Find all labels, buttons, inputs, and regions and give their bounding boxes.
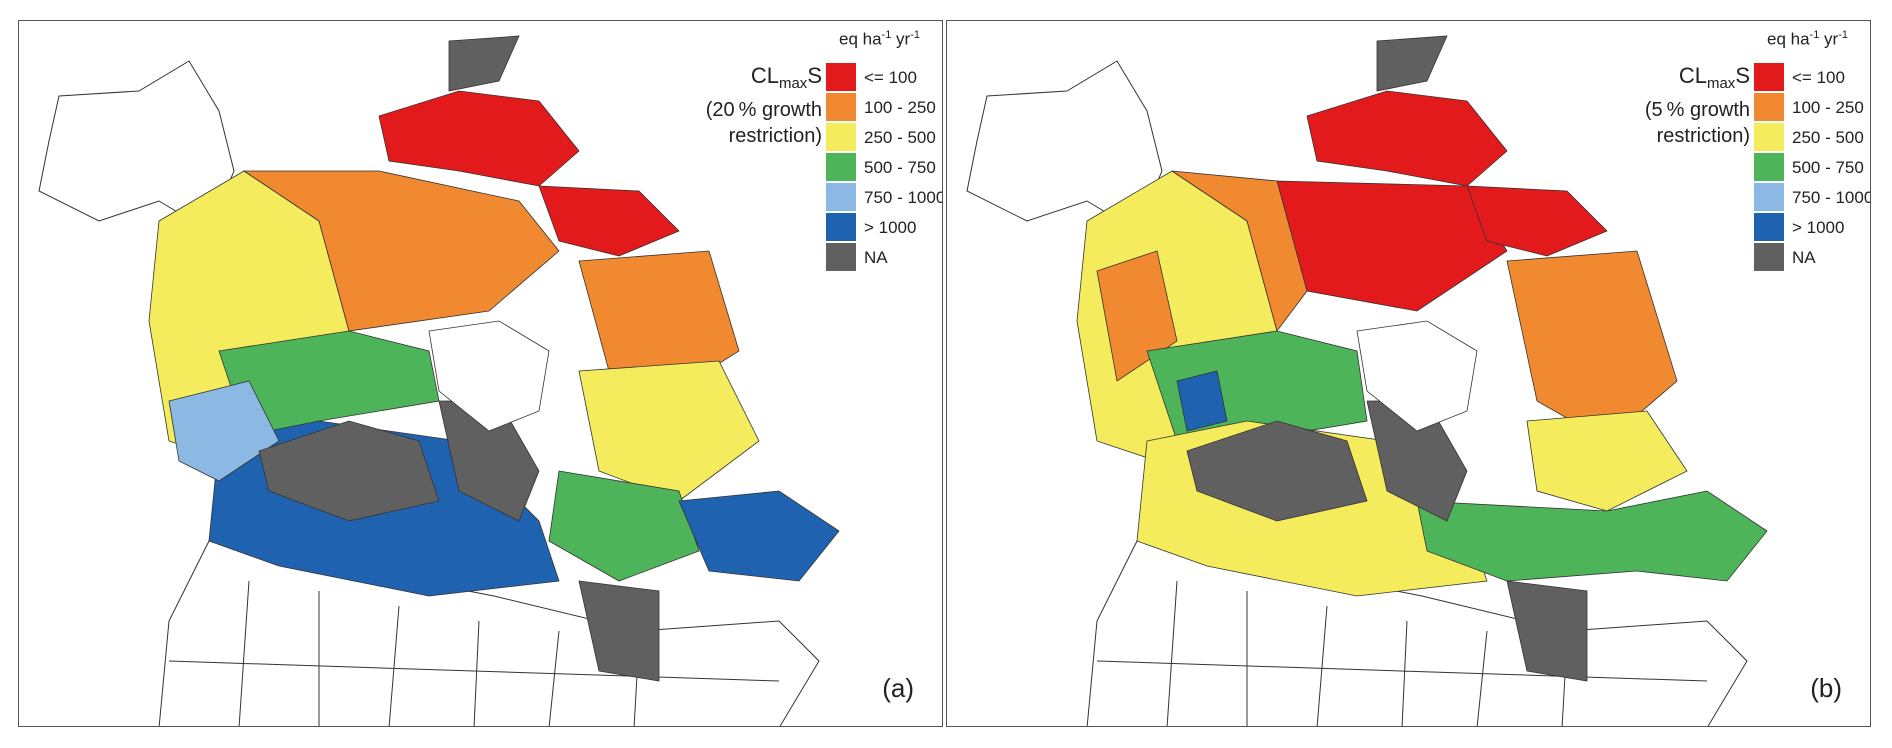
legend-class: 100 - 250 (826, 93, 936, 123)
region-great-lakes-na (578, 580, 660, 682)
legend-class-label: > 1000 (864, 218, 917, 237)
legend-class: 500 - 750 (1754, 153, 1864, 183)
legend-unit: eq ha-1 yr-1 (1767, 29, 1848, 49)
legend-class: 750 - 1000 (826, 183, 942, 213)
legend-swatch (826, 63, 856, 91)
legend-b: eq ha-1 yr-1 CLmaxS (5 % growth restrict… (1570, 21, 1870, 281)
legend-classes-b: <= 100 100 - 250 250 - 500 500 - 750 750… (1754, 63, 1870, 273)
restriction-line-1: (20 % growth (705, 99, 822, 121)
map-panel-a: eq ha-1 yr-1 CLmaxS (20 % growth restric… (18, 20, 943, 727)
legend-classes-a: <= 100 100 - 250 250 - 500 500 - 750 750… (826, 63, 942, 273)
region-great-lakes-na (1506, 580, 1588, 682)
legend-swatch (826, 153, 856, 181)
legend-swatch (826, 93, 856, 121)
region-arctic-archipelago (1306, 90, 1508, 187)
legend-class-label: 500 - 750 (864, 158, 936, 177)
legend-swatch (826, 213, 856, 241)
panel-label-b: (b) (1810, 673, 1842, 703)
region-north (1171, 170, 1308, 332)
legend-swatch (826, 243, 856, 271)
legend-class-label: 500 - 750 (1792, 158, 1864, 177)
canada-fill-b (1076, 35, 1768, 682)
legend-class: 250 - 500 (826, 123, 936, 153)
legend-class: NA (826, 243, 930, 273)
legend-unit: eq ha-1 yr-1 (839, 29, 920, 49)
region-quebec-orange (1506, 250, 1678, 442)
legend-variable-title: CLmaxS (20 % growth restriction) (705, 63, 822, 147)
legend-class-label: 250 - 500 (1792, 128, 1864, 147)
region-quebec-yellow (578, 360, 760, 502)
legend-swatch (1754, 243, 1784, 271)
legend-class-label: <= 100 (864, 68, 917, 87)
legend-class-label: 100 - 250 (864, 98, 936, 117)
region-maritimes-blue (678, 490, 840, 582)
region-greenland-na (1376, 35, 1448, 92)
legend-swatch (826, 183, 856, 211)
legend-swatch (1754, 63, 1784, 91)
region-arctic-east (538, 185, 680, 257)
legend-variable-title: CLmaxS (5 % growth restriction) (1644, 63, 1750, 147)
restriction-line-2: restriction) (1656, 125, 1750, 147)
legend-class: NA (1754, 243, 1858, 273)
region-arctic-archipelago (378, 90, 580, 187)
legend-class-label: <= 100 (1792, 68, 1845, 87)
legend-class-label: 750 - 1000 (864, 188, 943, 207)
state-lines (168, 580, 780, 726)
hudson-bay (428, 320, 550, 432)
legend-class: > 1000 (1754, 213, 1858, 243)
legend-swatch (1754, 153, 1784, 181)
legend-class-label: 750 - 1000 (1792, 188, 1871, 207)
region-blue-pocket (1176, 370, 1228, 432)
legend-class-label: NA (864, 248, 888, 267)
panel-label-a: (a) (882, 673, 914, 703)
region-prairie-na (1186, 420, 1368, 522)
legend-a: eq ha-1 yr-1 CLmaxS (20 % growth restric… (642, 21, 942, 281)
map-canvas-b (966, 35, 1768, 726)
legend-swatch (1754, 213, 1784, 241)
state-lines (1096, 580, 1708, 726)
restriction-line-1: (5 % growth (1644, 99, 1750, 121)
map-panel-b: eq ha-1 yr-1 CLmaxS (5 % growth restrict… (946, 20, 1871, 727)
region-arctic-east (1466, 185, 1608, 257)
region-west-orange (1096, 250, 1178, 382)
legend-swatch (1754, 183, 1784, 211)
map-canvas-a (38, 35, 840, 726)
legend-class: <= 100 (1754, 63, 1858, 93)
legend-class: 500 - 750 (826, 153, 936, 183)
legend-class: 250 - 500 (1754, 123, 1864, 153)
legend-class-label: NA (1792, 248, 1816, 267)
legend-swatch (826, 123, 856, 151)
region-greenland-na (448, 35, 520, 92)
legend-class-label: > 1000 (1792, 218, 1845, 237)
region-light-blue (168, 380, 280, 482)
region-south-green (1416, 490, 1768, 582)
legend-class: 750 - 1000 (1754, 183, 1870, 213)
restriction-line-2: restriction) (728, 125, 822, 147)
region-north (242, 170, 560, 332)
legend-swatch (1754, 93, 1784, 121)
canada-fill-a (148, 35, 840, 682)
legend-class: <= 100 (826, 63, 930, 93)
legend-swatch (1754, 123, 1784, 151)
legend-class: 100 - 250 (1754, 93, 1864, 123)
legend-class: > 1000 (826, 213, 930, 243)
region-quebec-yellow (1526, 410, 1688, 512)
legend-class-label: 250 - 500 (864, 128, 936, 147)
hudson-bay (1356, 320, 1478, 432)
region-prairie-na (258, 420, 440, 522)
legend-class-label: 100 - 250 (1792, 98, 1864, 117)
region-quebec-green (548, 470, 700, 582)
